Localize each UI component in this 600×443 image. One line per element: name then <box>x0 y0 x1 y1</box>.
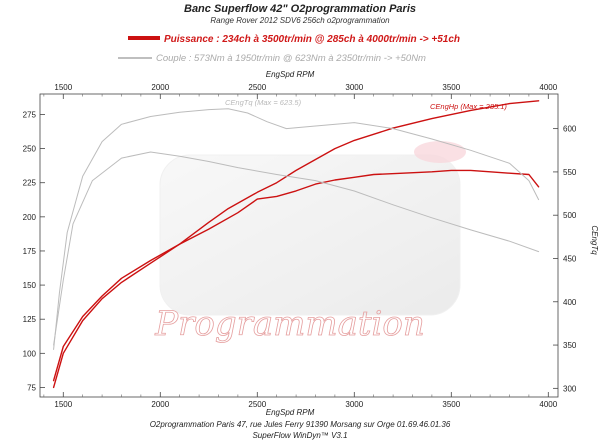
x-tick-label-top: 3500 <box>442 83 460 92</box>
x-tick-label-bottom: 1500 <box>54 400 72 409</box>
y-right-tick-label: 450 <box>563 254 577 263</box>
footer-address: O2programmation Paris 47, rue Jules Ferr… <box>150 420 451 429</box>
annotation-torque-max: CEngTq (Max = 623.5) <box>225 98 302 107</box>
x-tick-label-top: 2500 <box>248 83 266 92</box>
y-right-tick-label: 400 <box>563 298 577 307</box>
x-axis-top: 1500 2000 2500 3000 3500 4000 <box>43 83 558 99</box>
x-axis-title: EngSpd RPM <box>266 408 315 417</box>
y-left-tick-label: 275 <box>23 110 37 119</box>
series-line-torque-stock <box>53 151 540 346</box>
legend-power-label: Puissance : 234ch à 3500tr/min @ 285ch à… <box>164 34 460 45</box>
x-tick-label-bottom: 2500 <box>248 400 266 409</box>
y-right-tick-label: 350 <box>563 341 577 350</box>
x-tick-label-bottom: 2000 <box>151 400 169 409</box>
watermark-logo <box>159 141 466 316</box>
watermark-text: Programmation <box>154 304 425 344</box>
y-axis-left: 75 100 125 150 175 200 225 250 275 <box>23 110 45 392</box>
y-left-tick-label: 250 <box>23 145 37 154</box>
legend-torque-label: Couple : 573Nm à 1950tr/min @ 623Nm à 23… <box>156 53 426 64</box>
y-left-tick-label: 100 <box>23 349 37 358</box>
series-line-torque-tuned <box>53 108 540 350</box>
x-axis-bottom: 1500 2000 2500 3000 3500 4000 <box>43 392 558 409</box>
y-left-tick-label: 125 <box>23 315 37 324</box>
y-left-tick-label: 225 <box>23 179 37 188</box>
x-axis-title-top: EngSpd RPM <box>266 70 315 79</box>
y-left-tick-label: 150 <box>23 281 37 290</box>
series-line-power-tuned <box>52 100 540 389</box>
y-left-tick-label: 175 <box>23 247 37 256</box>
x-tick-label-bottom: 4000 <box>539 400 557 409</box>
x-tick-label-top: 3000 <box>345 83 363 92</box>
y-left-tick-label: 200 <box>23 213 37 222</box>
y-right-tick-label: 600 <box>563 125 577 134</box>
y-right-tick-label: 550 <box>563 168 577 177</box>
series-line-power-stock <box>52 169 540 382</box>
series-layer <box>52 100 540 389</box>
x-tick-label-bottom: 3000 <box>345 400 363 409</box>
footer-software: SuperFlow WinDyn™ V3.1 <box>252 431 347 440</box>
x-tick-label-top: 2000 <box>151 83 169 92</box>
y-right-tick-label: 300 <box>563 384 577 393</box>
chart-subtitle: Range Rover 2012 SDV6 256ch o2programmat… <box>210 16 390 25</box>
y-right-tick-label: 500 <box>563 211 577 220</box>
y-axis-right-title: CEngTq <box>590 225 599 255</box>
y-left-tick-label: 75 <box>27 383 36 392</box>
x-tick-label-bottom: 3500 <box>442 400 460 409</box>
x-tick-label-top: 4000 <box>539 83 557 92</box>
y-axis-right: 300 350 400 450 500 550 600 <box>553 125 577 393</box>
x-tick-label-top: 1500 <box>54 83 72 92</box>
chart-title: Banc Superflow 42" O2programmation Paris <box>184 3 416 15</box>
annotation-power-max: CEngHp (Max = 285.1) <box>430 102 507 111</box>
